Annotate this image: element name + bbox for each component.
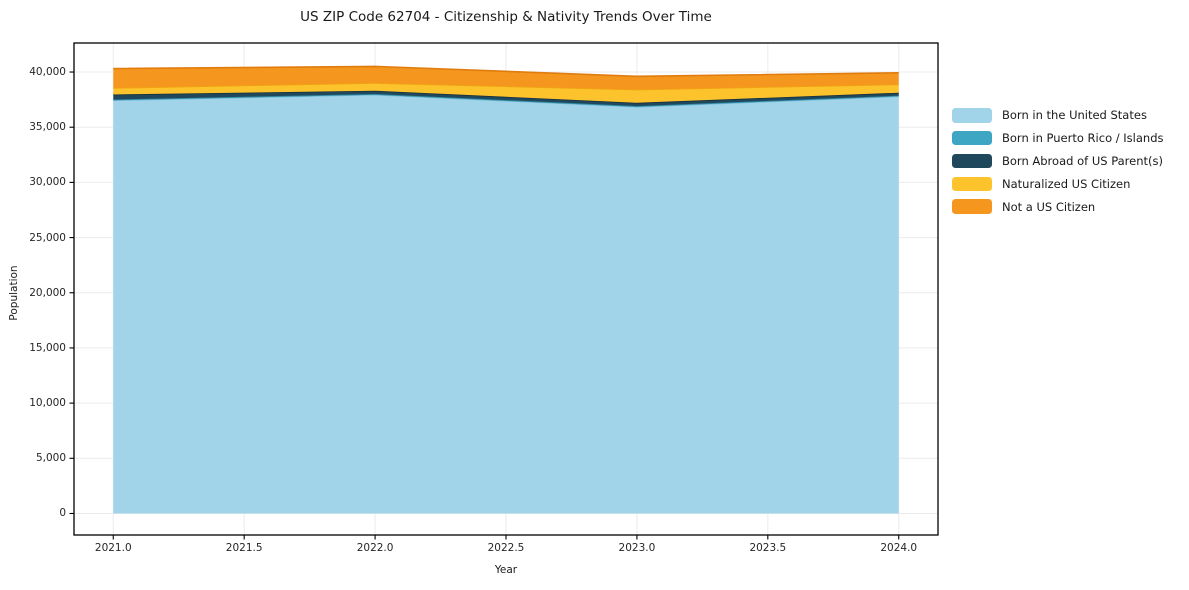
legend-item: Naturalized US Citizen bbox=[952, 172, 1164, 195]
area-series-0 bbox=[113, 94, 899, 514]
legend: Born in the United States Born in Puerto… bbox=[952, 104, 1164, 218]
x-tick-label: 2021.0 bbox=[94, 542, 132, 554]
legend-swatch-icon bbox=[952, 108, 992, 123]
area-series-4-edge bbox=[113, 65, 899, 78]
legend-item-label: Born in Puerto Rico / Islands bbox=[1002, 131, 1164, 146]
area-series-4 bbox=[113, 66, 899, 90]
y-tick-label: 20,000 bbox=[29, 286, 66, 299]
y-tick-label: 30,000 bbox=[29, 176, 66, 189]
legend-swatch-icon bbox=[952, 153, 992, 169]
y-tick-label: 40,000 bbox=[29, 66, 66, 79]
legend-item: Born in Puerto Rico / Islands bbox=[952, 127, 1164, 150]
x-tick-label: 2021.5 bbox=[225, 542, 263, 554]
legend-item-label: Naturalized US Citizen bbox=[1002, 176, 1131, 191]
y-tick-label: 5,000 bbox=[35, 452, 66, 465]
legend-item-label: Born in the United States bbox=[1002, 108, 1147, 123]
chart-title: US ZIP Code 62704 - Citizenship & Nativi… bbox=[300, 9, 712, 25]
x-axis-label: Year bbox=[494, 564, 518, 576]
legend-swatch-icon bbox=[952, 176, 992, 192]
x-tick-label: 2023.5 bbox=[749, 542, 787, 554]
y-tick-label: 0 bbox=[59, 507, 66, 520]
legend-item: Not a US Citizen bbox=[952, 195, 1164, 218]
legend-item-label: Not a US Citizen bbox=[1002, 199, 1096, 214]
y-tick-label: 35,000 bbox=[29, 121, 66, 134]
x-tick-label: 2024.0 bbox=[880, 542, 918, 554]
x-tick-label: 2022.5 bbox=[487, 542, 525, 554]
legend-item-label: Born Abroad of US Parent(s) bbox=[1002, 153, 1163, 168]
y-tick-label: 15,000 bbox=[29, 341, 66, 354]
x-tick-label: 2022.0 bbox=[356, 542, 394, 554]
legend-item: Born in the United States bbox=[952, 104, 1164, 127]
area-series-2 bbox=[113, 90, 899, 107]
y-tick-label: 10,000 bbox=[29, 397, 66, 410]
y-tick-label: 25,000 bbox=[29, 231, 66, 244]
area-series-3 bbox=[113, 83, 899, 103]
x-tick-label: 2023.0 bbox=[618, 542, 656, 554]
legend-item: Born Abroad of US Parent(s) bbox=[952, 150, 1164, 173]
legend-swatch-icon bbox=[952, 130, 992, 146]
legend-swatch-icon bbox=[952, 199, 992, 214]
